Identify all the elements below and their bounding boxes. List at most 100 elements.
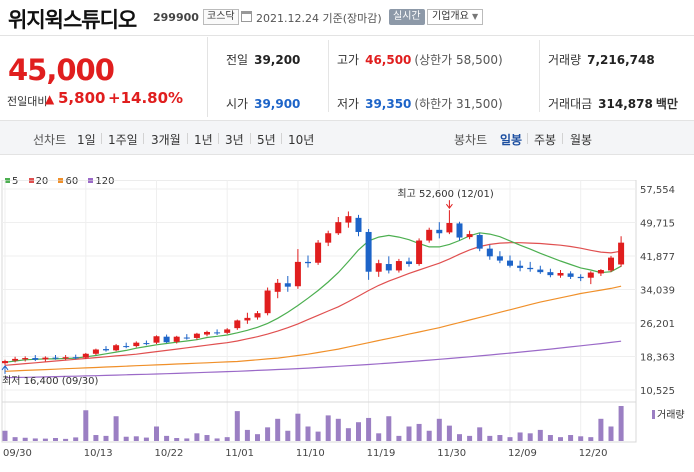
stock-chart[interactable]: 57,554 49,715 41,877 34,039 26,201 18,363 10,5… (0, 180, 694, 472)
volume-bar (275, 418, 281, 441)
divider (143, 133, 144, 144)
ma20-line (4, 242, 622, 366)
date-text: 2021.12.24 기준(장마감) (256, 12, 382, 25)
candle-body (527, 267, 534, 270)
volume-bar (547, 435, 553, 441)
candle-body (62, 357, 69, 359)
volume-bar (537, 429, 543, 441)
volume-bar (194, 433, 200, 441)
candle-body (254, 313, 261, 318)
candle-body (294, 261, 301, 287)
y-tick-label: 18,363 (640, 353, 675, 364)
up-arrow-icon: ▲ (45, 92, 55, 106)
volume-bar (618, 406, 624, 441)
y-tick-label: 49,715 (640, 219, 675, 230)
candle-body (486, 248, 493, 257)
x-tick-label: 11/30 (437, 448, 466, 459)
line-chart-label: 선차트 (33, 133, 67, 147)
company-overview-button[interactable]: 기업개요 ▼ (427, 9, 484, 25)
volume-bar (63, 438, 69, 441)
candle-body (82, 353, 89, 358)
legend-label: 60 (65, 176, 79, 187)
volume-bar (436, 418, 442, 441)
candle-body (375, 263, 382, 272)
volume-bar (487, 435, 493, 441)
volume-bar (517, 432, 523, 441)
quote-low-label: 저가 (337, 97, 360, 111)
legend-label: 5 (12, 176, 19, 187)
candle-body (426, 229, 433, 241)
x-tick-label: 10/13 (84, 448, 113, 459)
quote-open-value: 39,900 (254, 97, 301, 111)
candle-body (496, 256, 503, 261)
candle-body (143, 343, 150, 345)
x-tick-label: 09/30 (3, 448, 32, 459)
y-tick-label: 57,554 (640, 185, 675, 196)
quote-prev-value: 39,200 (254, 53, 301, 67)
period-10y[interactable]: 10년 (288, 133, 315, 147)
x-tick-label: 12/09 (508, 448, 537, 459)
volume-legend-label: 거래량 (657, 410, 685, 421)
volume-bar (224, 437, 230, 441)
divider (328, 40, 329, 112)
volume-bar (406, 426, 412, 441)
candle-body (153, 336, 160, 343)
divider (562, 133, 563, 144)
volume-bar (345, 428, 351, 441)
volume-bar (22, 437, 28, 441)
volume-bar (214, 438, 220, 441)
volume-bar (507, 437, 513, 441)
volume-swatch (652, 410, 655, 419)
market-badge: 코스닥 (203, 9, 239, 25)
candle-body (365, 231, 372, 272)
lower-limit: (하한가 31,500) (414, 97, 503, 111)
candle-body (214, 332, 221, 334)
period-3m[interactable]: 3개월 (151, 133, 181, 147)
period-3y[interactable]: 3년 (225, 133, 244, 147)
volume-legend: 거래량 (652, 406, 685, 421)
volume-bar (366, 417, 372, 441)
volume-bar (32, 438, 38, 441)
period-1d[interactable]: 1일 (77, 133, 96, 147)
candle-body (92, 349, 99, 354)
realtime-button[interactable]: 실시간 (389, 9, 425, 25)
max-arrowhead-icon (446, 203, 453, 210)
candle-body (547, 272, 554, 276)
volume-bar (335, 418, 341, 441)
volume-bar (588, 437, 594, 441)
volume-bar (12, 437, 18, 441)
volume-bar (396, 435, 402, 441)
quote-low: 저가 39,350 (하한가 31,500) (337, 95, 503, 112)
period-1w[interactable]: 1주일 (108, 133, 138, 147)
candle-body (234, 320, 241, 329)
plot-frame (1, 180, 637, 443)
candle-body (113, 345, 120, 351)
candle-body (476, 234, 483, 249)
divider (250, 133, 251, 144)
candle-body (42, 357, 49, 360)
y-tick-label: 41,877 (640, 252, 675, 263)
volume-bar (497, 435, 503, 441)
period-5y[interactable]: 5년 (257, 133, 276, 147)
candle-body (557, 273, 564, 276)
period-daily[interactable]: 일봉 (500, 133, 523, 147)
stock-name: 위지윅스튜디오 (8, 8, 137, 32)
period-1y[interactable]: 1년 (194, 133, 213, 147)
candle-body (204, 331, 210, 335)
volume-bar (234, 411, 240, 441)
candle-body (274, 282, 281, 292)
candle-body (133, 342, 140, 347)
divider (281, 133, 282, 144)
volume-bar (325, 415, 331, 441)
candle-body (507, 260, 513, 266)
quote-high-label: 고가 (337, 53, 360, 67)
candle-body (52, 357, 59, 359)
volume-bar (143, 437, 149, 441)
candle-body (608, 257, 614, 271)
chevron-down-icon: ▼ (472, 12, 479, 21)
period-monthly[interactable]: 월봉 (570, 133, 593, 147)
volume-bar (315, 431, 321, 441)
volume-bar (255, 434, 260, 441)
period-weekly[interactable]: 주봉 (534, 133, 557, 147)
ma60-line (4, 285, 622, 372)
